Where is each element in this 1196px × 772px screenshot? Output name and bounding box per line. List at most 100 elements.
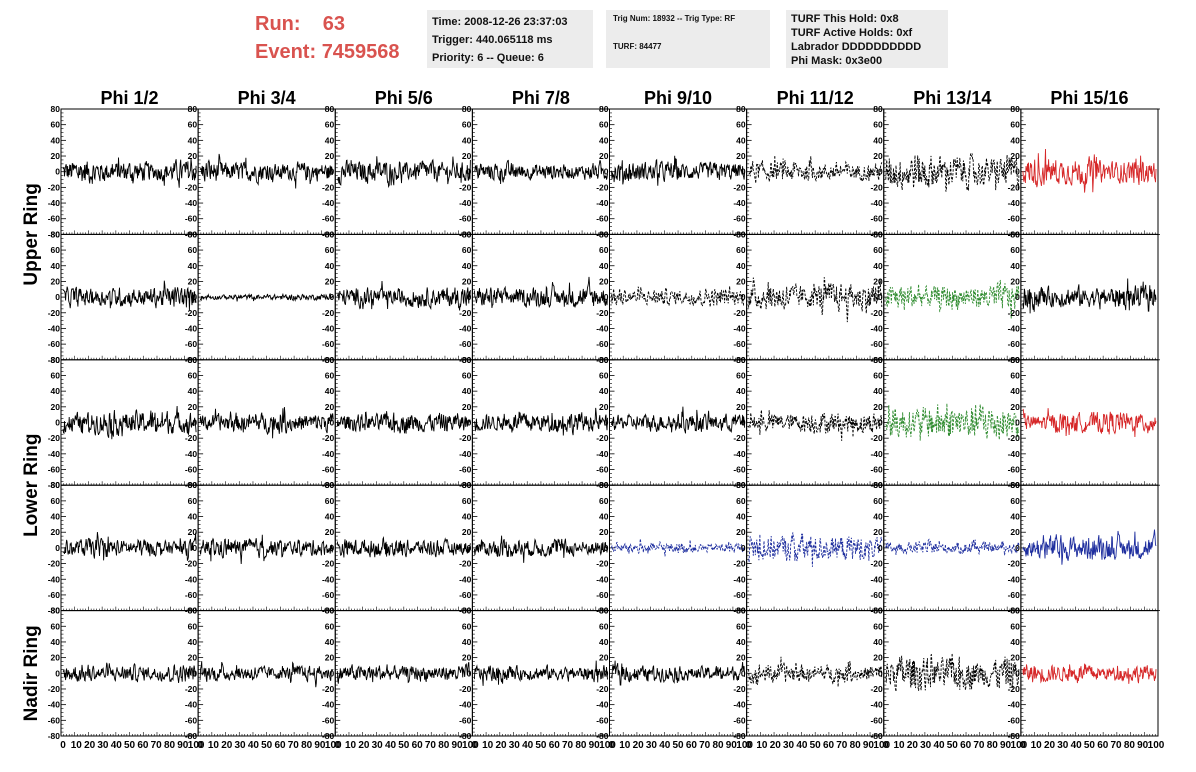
y-tick-label: -60 [185,214,198,224]
x-tick-label: 50 [398,740,410,751]
y-tick-label: 20 [51,402,61,412]
waveform-trace [748,277,883,323]
waveform-trace [748,155,883,184]
x-tick-label: 80 [301,740,313,751]
y-tick-label: -60 [1008,214,1021,224]
y-tick-label: -40 [48,574,61,584]
y-tick-label: 20 [599,527,609,537]
x-tick-label: 60 [549,740,561,751]
phi-header-1: Phi 1/2 [101,88,159,108]
y-tick-label: 20 [599,653,609,663]
y-tick-label: 80 [599,229,609,239]
waveform-trace [1022,663,1157,684]
y-tick-label: -60 [48,715,61,725]
y-tick-label: 80 [873,104,883,114]
y-tick-label: 0 [467,292,472,302]
y-tick-label: 20 [736,276,746,286]
x-tick-label: 50 [673,740,685,751]
y-tick-label: -20 [185,182,198,192]
y-tick-label: -20 [322,182,335,192]
y-tick-label: -40 [48,198,61,208]
y-tick-label: 60 [325,496,335,506]
y-tick-label: -60 [459,339,472,349]
x-tick-label: 80 [850,740,862,751]
y-tick-label: 20 [736,151,746,161]
y-tick-label: 80 [599,606,609,616]
waveform-trace [62,405,197,440]
y-tick-label: 20 [599,276,609,286]
x-tick-label: 70 [151,740,163,751]
y-tick-label: 40 [462,637,472,647]
y-tick-label: -20 [596,684,609,694]
y-tick-label: -80 [596,731,609,741]
y-tick-label: 20 [188,276,198,286]
y-tick-label: -40 [48,700,61,710]
y-tick-label: -40 [185,323,198,333]
x-tick-label: 10 [345,740,357,751]
y-tick-label: 40 [462,261,472,271]
y-tick-label: -40 [322,449,335,459]
waveform-trace [62,662,197,684]
y-tick-label: 40 [736,637,746,647]
y-tick-label: -80 [48,606,61,616]
x-tick-label: 80 [1124,740,1136,751]
phi-header-5: Phi 9/10 [644,88,712,108]
y-tick-label: -20 [870,182,883,192]
y-tick-label: 0 [55,167,60,177]
y-tick-label: -60 [733,715,746,725]
turf-num-text: TURF: 84477 [613,42,662,51]
waveform-panel-r5-c7: 80 60 40 20 0 -20 -40 -60 -80 [870,606,1022,741]
y-tick-label: -20 [596,433,609,443]
y-tick-label: 40 [1010,637,1020,647]
y-tick-label: 0 [330,167,335,177]
y-tick-label: -60 [459,715,472,725]
waveform-panel-r5-c4: 80 60 40 20 0 -20 -40 -60 -80 [459,606,610,741]
y-tick-label: -20 [870,684,883,694]
y-tick-label: -20 [185,559,198,569]
y-tick-label: -40 [870,198,883,208]
waveform-trace [1022,278,1157,314]
y-tick-label: -20 [733,433,746,443]
y-tick-label: -20 [459,559,472,569]
y-tick-label: 60 [599,496,609,506]
y-tick-label: 60 [873,370,883,380]
labrador-text: Labrador DDDDDDDDDD [791,41,922,53]
x-tick-label: 80 [575,740,587,751]
y-tick-label: 0 [604,543,609,553]
y-tick-label: -80 [48,229,61,239]
y-tick-label: 60 [51,120,61,130]
y-tick-label: -60 [322,465,335,475]
y-tick-label: 60 [462,370,472,380]
y-tick-label: 60 [462,245,472,255]
y-tick-label: 40 [325,261,335,271]
y-tick-label: 80 [325,229,335,239]
y-tick-label: -40 [185,449,198,459]
x-tick-label: 10 [71,740,83,751]
waveform-trace [199,406,334,439]
y-tick-label: 0 [878,543,883,553]
y-tick-label: 60 [188,496,198,506]
y-tick-label: 60 [873,120,883,130]
waveform-trace [611,406,746,434]
waveform-trace [473,276,608,308]
x-tick-label: 90 [589,740,601,751]
x-tick-label: 50 [947,740,959,751]
y-tick-label: -60 [1008,339,1021,349]
y-tick-label: -40 [870,700,883,710]
y-tick-label: -60 [870,214,883,224]
y-tick-label: -60 [185,465,198,475]
y-tick-label: 80 [1010,104,1020,114]
waveform-trace [885,538,1020,556]
panel-frame [609,359,748,486]
y-tick-label: -60 [322,339,335,349]
x-tick-label: 20 [84,740,96,751]
y-tick-label: -40 [596,574,609,584]
x-tick-label: 60 [1097,740,1109,751]
y-tick-label: -40 [185,700,198,710]
